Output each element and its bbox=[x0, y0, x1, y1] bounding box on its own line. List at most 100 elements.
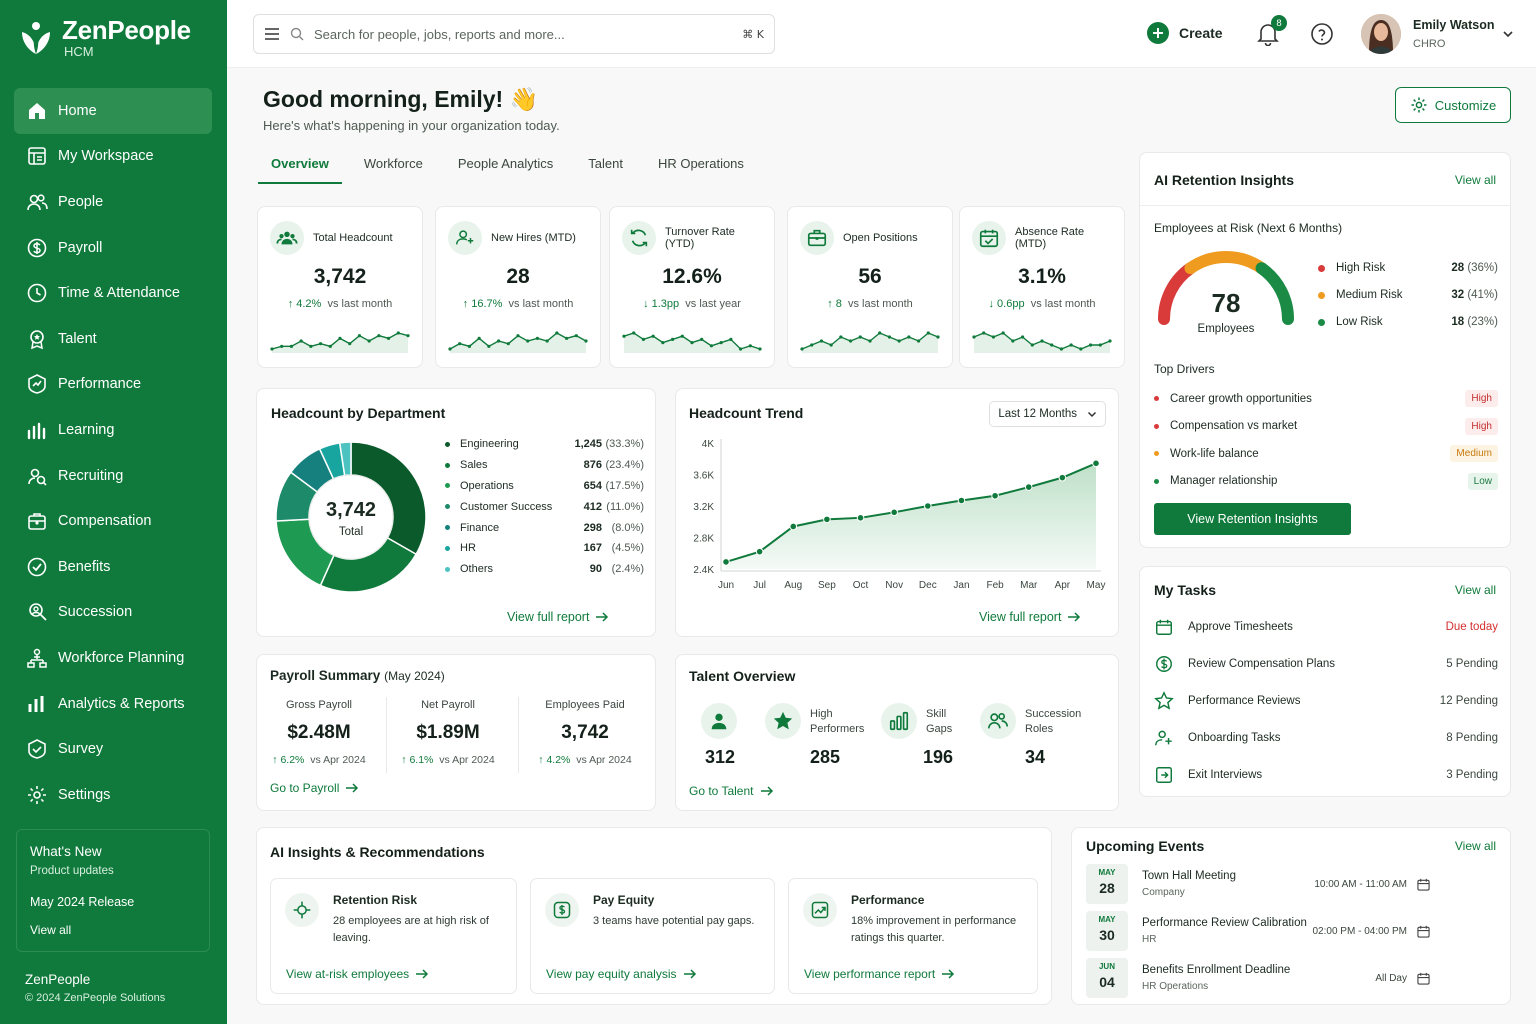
ai-card-link-label: View performance report bbox=[804, 967, 936, 981]
tab-workforce[interactable]: Workforce bbox=[363, 156, 423, 171]
logo[interactable]: ZenPeople HCM bbox=[18, 16, 191, 59]
go-to-payroll-link[interactable]: Go to Payroll bbox=[270, 781, 359, 795]
sparkline-point bbox=[574, 334, 578, 338]
trend-point[interactable] bbox=[991, 491, 999, 500]
trend-point[interactable] bbox=[890, 508, 898, 517]
chevron-down-icon[interactable] bbox=[1502, 28, 1514, 40]
trend-point[interactable] bbox=[722, 558, 730, 566]
trend-point[interactable] bbox=[755, 547, 764, 556]
sidebar-item-people[interactable]: People bbox=[14, 179, 212, 225]
sidebar-item-payroll[interactable]: Payroll bbox=[14, 225, 212, 271]
events-view-all[interactable]: View all bbox=[1454, 839, 1496, 853]
sidebar-item-performance[interactable]: Performance bbox=[14, 362, 212, 408]
event-info: Benefits Enrollment Deadline HR Operation… bbox=[1142, 964, 1375, 992]
sidebar-item-compensation[interactable]: Compensation bbox=[14, 498, 212, 544]
trend-point[interactable] bbox=[1058, 473, 1067, 482]
event-row[interactable]: MAY 30 Performance Review Calibration HR 02:… bbox=[1086, 911, 1430, 951]
payroll-metric-value: $2.48M bbox=[287, 722, 351, 743]
calendar-icon[interactable] bbox=[1417, 972, 1430, 985]
trend-point[interactable] bbox=[1092, 459, 1100, 468]
kpi-card[interactable]: New Hires (MTD) 28 ↑ 16.7% vs last month bbox=[435, 206, 601, 368]
tasks-view-all[interactable]: View all bbox=[1454, 583, 1496, 597]
talent-metric[interactable]: 312 bbox=[701, 703, 737, 767]
task-row[interactable]: Exit Interviews 3 Pending bbox=[1154, 765, 1498, 785]
search-bar[interactable]: Search for people, jobs, reports and mor… bbox=[253, 14, 775, 54]
sidebar-item-succession[interactable]: Succession bbox=[14, 590, 212, 636]
ai-recommendation-card[interactable]: Performance 18% improvement in performanc… bbox=[788, 878, 1038, 994]
risk-row[interactable]: Medium Risk 32 (41%) bbox=[1318, 289, 1498, 301]
kpi-card[interactable]: Total Headcount 3,742 ↑ 4.2% vs last month bbox=[257, 206, 423, 368]
sidebar-item-survey[interactable]: Survey bbox=[14, 726, 212, 772]
create-button[interactable]: Create bbox=[1147, 22, 1223, 44]
sidebar-item-recruiting[interactable]: Recruiting bbox=[14, 453, 212, 499]
view-retention-insights-button[interactable]: View Retention Insights bbox=[1154, 503, 1351, 535]
sidebar: ZenPeople HCM Home My Workspace People Payr… bbox=[0, 0, 227, 1024]
talent-metric[interactable]: Succession Roles 34 bbox=[980, 703, 1081, 767]
ai-card-link[interactable]: View at-risk employees bbox=[286, 967, 429, 981]
trend-point[interactable] bbox=[957, 496, 966, 505]
headcount-trend-card: Headcount Trend Last 12 Months 4K 3.6K 3.2… bbox=[675, 388, 1119, 637]
sidebar-item-settings[interactable]: Settings bbox=[14, 772, 212, 818]
ai-recommendation-card[interactable]: Retention Risk 28 employees are at high r… bbox=[270, 878, 517, 994]
event-row[interactable]: JUN 04 Benefits Enrollment Deadline HR Oper… bbox=[1086, 958, 1430, 998]
trend-view-full-report[interactable]: View full report bbox=[979, 610, 1081, 624]
sidebar-item-benefits[interactable]: Benefits bbox=[14, 544, 212, 590]
task-row[interactable]: Review Compensation Plans 5 Pending bbox=[1154, 654, 1498, 674]
task-row[interactable]: Onboarding Tasks 8 Pending bbox=[1154, 728, 1498, 748]
y-tick-label: 2.4K bbox=[693, 565, 714, 576]
tab-talent[interactable]: Talent bbox=[588, 156, 623, 171]
sidebar-item-learning[interactable]: Learning bbox=[14, 407, 212, 453]
risk-gauge bbox=[1158, 251, 1294, 325]
menu-icon[interactable] bbox=[264, 27, 280, 41]
risk-row[interactable]: Low Risk 18 (23%) bbox=[1318, 316, 1498, 328]
sidebar-item-talent[interactable]: Talent bbox=[14, 316, 212, 362]
trend-point[interactable] bbox=[823, 515, 831, 524]
talent-metric[interactable]: Skill Gaps 196 bbox=[881, 703, 953, 767]
kpi-card[interactable]: Open Positions 56 ↑ 8 vs last month bbox=[787, 206, 953, 368]
search-input[interactable]: Search for people, jobs, reports and mor… bbox=[314, 26, 565, 42]
event-info: Town Hall Meeting Company bbox=[1142, 870, 1314, 898]
kpi-label: Open Positions bbox=[843, 232, 918, 244]
kpi-card[interactable]: Absence Rate (MTD) 3.1% ↓ 0.6pp vs last mo… bbox=[959, 206, 1125, 368]
sidebar-item-analytics-reports[interactable]: Analytics & Reports bbox=[14, 681, 212, 727]
trend-point[interactable] bbox=[1024, 483, 1033, 491]
tab-hr-operations[interactable]: HR Operations bbox=[657, 156, 744, 171]
ai-recommendation-card[interactable]: Pay Equity 3 teams have potential pay gap… bbox=[530, 878, 775, 994]
user-menu[interactable]: Emily Watson CHRO bbox=[1413, 18, 1495, 50]
ai-card-link[interactable]: View pay equity analysis bbox=[546, 967, 697, 981]
help-icon[interactable] bbox=[1310, 22, 1334, 46]
sidebar-item-time-attendance[interactable]: Time & Attendance bbox=[14, 270, 212, 316]
kpi-card[interactable]: Turnover Rate (YTD) 12.6% ↓ 1.3pp vs last … bbox=[609, 206, 775, 368]
sparkline-point bbox=[1001, 331, 1005, 335]
ai-card-link[interactable]: View performance report bbox=[804, 967, 955, 981]
legend-name: Operations bbox=[460, 479, 514, 492]
sparkline-point bbox=[270, 347, 274, 351]
customize-button[interactable]: Customize bbox=[1395, 87, 1511, 123]
event-row[interactable]: MAY 28 Town Hall Meeting Company 10:00 AM - … bbox=[1086, 864, 1430, 904]
task-row[interactable]: Performance Reviews 12 Pending bbox=[1154, 691, 1498, 711]
sidebar-item-my-workspace[interactable]: My Workspace bbox=[14, 134, 212, 180]
trend-point[interactable] bbox=[789, 522, 798, 531]
release-link[interactable]: May 2024 Release bbox=[30, 895, 135, 909]
retention-view-all[interactable]: View all bbox=[1454, 173, 1496, 187]
avatar[interactable] bbox=[1361, 14, 1401, 54]
performance-icon bbox=[28, 374, 46, 395]
risk-row[interactable]: High Risk 28 (36%) bbox=[1318, 262, 1498, 274]
dept-view-full-report[interactable]: View full report bbox=[507, 610, 609, 624]
trend-point[interactable] bbox=[924, 502, 932, 510]
task-status: Due today bbox=[1445, 621, 1498, 633]
divider bbox=[518, 697, 519, 773]
trend-point[interactable] bbox=[856, 514, 865, 522]
sidebar-item-home[interactable]: Home bbox=[14, 88, 212, 134]
calendar-icon[interactable] bbox=[1417, 878, 1430, 891]
sidebar-item-workforce-planning[interactable]: Workforce Planning bbox=[14, 635, 212, 681]
range-select[interactable]: Last 12 Months bbox=[989, 401, 1106, 427]
task-row[interactable]: Approve Timesheets Due today bbox=[1154, 617, 1498, 637]
whats-new-view-all[interactable]: View all bbox=[30, 923, 72, 937]
tab-overview[interactable]: Overview bbox=[258, 150, 342, 184]
go-to-talent-link[interactable]: Go to Talent bbox=[689, 784, 774, 798]
calendar-icon[interactable] bbox=[1417, 925, 1430, 938]
tab-people-analytics[interactable]: People Analytics bbox=[457, 156, 554, 171]
divider bbox=[386, 697, 387, 773]
talent-metric[interactable]: High Performers 285 bbox=[765, 703, 864, 767]
